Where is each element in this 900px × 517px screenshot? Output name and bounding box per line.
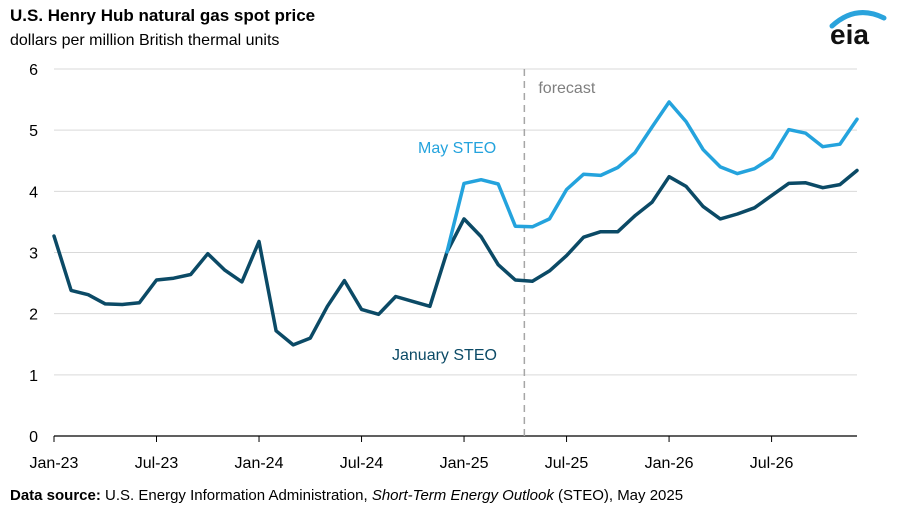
y-tick-label: 3 xyxy=(29,246,38,263)
x-tick-label: Jul-24 xyxy=(340,455,384,472)
data-source-note: Data source: U.S. Energy Information Adm… xyxy=(10,487,683,504)
source-org: U.S. Energy Information Administration, xyxy=(100,487,372,504)
series-label-january-steo: January STEO xyxy=(392,347,497,364)
series-line xyxy=(52,168,859,347)
series-line xyxy=(445,100,859,254)
x-tick-label: Jan-23 xyxy=(30,455,79,472)
x-tick-label: Jan-26 xyxy=(645,455,694,472)
y-tick-label: 2 xyxy=(29,307,38,324)
x-tick-label: Jul-23 xyxy=(135,455,179,472)
series-labels: May STEO January STEO xyxy=(392,140,497,364)
x-tick-label: Jan-25 xyxy=(440,455,489,472)
x-tick-label: Jul-25 xyxy=(545,455,589,472)
y-tick-label: 0 xyxy=(29,429,38,446)
x-tick-label: Jul-26 xyxy=(750,455,794,472)
eia-logo: eia xyxy=(829,10,887,48)
x-axis: Jan-23 Jul-23 Jan-24 Jul-24 Jan-25 Jul-25 Jan-… xyxy=(30,435,857,472)
series-label-may-steo: May STEO xyxy=(418,140,496,157)
y-tick-label: 5 xyxy=(29,123,38,140)
series-lines xyxy=(52,100,859,347)
chart-title: U.S. Henry Hub natural gas spot price xyxy=(10,6,316,25)
y-tick-label: 6 xyxy=(29,62,38,79)
y-tick-label: 1 xyxy=(29,368,38,385)
y-axis-ticks: 0 1 2 3 4 5 6 xyxy=(29,62,38,446)
source-tail: (STEO), May 2025 xyxy=(553,487,684,504)
forecast-marker: forecast xyxy=(523,69,596,436)
x-tick-label: Jan-24 xyxy=(235,455,284,472)
logo-arc xyxy=(829,10,887,29)
logo-text: eia xyxy=(830,19,869,48)
gridlines xyxy=(54,68,857,376)
chart-subtitle: dollars per million British thermal unit… xyxy=(10,32,280,49)
y-tick-label: 4 xyxy=(29,184,38,201)
forecast-label: forecast xyxy=(538,80,595,97)
source-label: Data source: xyxy=(10,487,101,504)
source-publication: Short-Term Energy Outlook xyxy=(371,487,554,504)
